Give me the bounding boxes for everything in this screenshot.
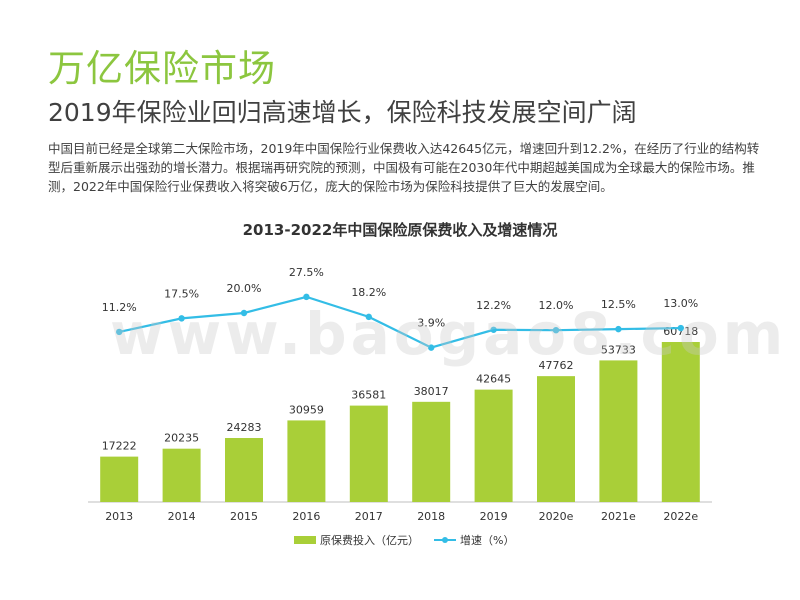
growth-line <box>118 295 681 349</box>
growth-value-label: 17.5% <box>164 287 199 300</box>
growth-point <box>615 325 622 333</box>
growth-value-label: 20.0% <box>227 282 262 295</box>
intro-paragraph: 中国目前已经是全球第二大保险市场，2019年中国保险行业保费收入达42645亿元… <box>48 141 760 194</box>
growth-point <box>178 315 185 322</box>
x-tick-label: 2018 <box>417 510 445 523</box>
bar <box>661 342 700 502</box>
x-tick-label: 2020e <box>539 510 574 523</box>
x-tick-label: 2015 <box>230 510 258 523</box>
growth-point <box>677 324 684 332</box>
bar <box>162 448 201 502</box>
bar <box>599 360 638 502</box>
bar <box>412 401 451 502</box>
x-tick-label: 2016 <box>292 510 320 523</box>
bar-value-label: 47762 <box>539 359 574 372</box>
bar <box>349 405 388 502</box>
growth-point <box>116 328 123 336</box>
growth-value-label: 11.2% <box>102 301 137 314</box>
x-tick-label: 2013 <box>105 510 133 523</box>
x-tick-label: 2017 <box>355 510 383 523</box>
x-tick-label: 2021e <box>601 510 636 523</box>
chart-title: 2013-2022年中国保险原保费收入及增速情况 <box>242 221 558 239</box>
bar-value-label: 38017 <box>414 385 449 398</box>
bar <box>100 456 139 502</box>
growth-value-label: 18.2% <box>351 286 386 299</box>
growth-point <box>428 344 435 351</box>
x-tick-label: 2022e <box>663 510 698 523</box>
growth-point <box>490 326 497 333</box>
x-tick-label: 2014 <box>168 510 196 523</box>
growth-value-label: 27.5% <box>289 266 324 279</box>
bar <box>287 420 326 502</box>
bar <box>537 376 575 502</box>
legend-line-label: 增速（%） <box>460 533 514 547</box>
legend-bar-label: 原保费投入（亿元） <box>320 533 419 547</box>
bar-value-label: 30959 <box>289 403 324 416</box>
growth-value-label: 3.9% <box>417 317 445 330</box>
growth-point <box>303 293 310 301</box>
watermark: www.baogao8.com <box>110 300 788 368</box>
growth-value-label: 12.0% <box>539 299 574 312</box>
growth-point <box>240 309 248 317</box>
legend-bar-swatch <box>294 536 316 544</box>
growth-value-label: 12.5% <box>601 298 636 311</box>
growth-value-label: 12.2% <box>476 299 511 312</box>
growth-value-label: 13.0% <box>663 297 698 310</box>
bar <box>225 438 263 502</box>
growth-point <box>552 327 560 334</box>
legend-line-marker <box>442 537 448 543</box>
x-tick-label: 2019 <box>480 510 508 523</box>
bar <box>474 389 513 502</box>
bar-value-label: 42645 <box>476 373 511 386</box>
bar-value-label: 17222 <box>102 440 137 453</box>
bar-value-label: 36581 <box>351 389 386 402</box>
bar-value-label: 24283 <box>227 421 262 434</box>
page-title: 万亿保险市场 <box>48 47 276 90</box>
bar-value-label: 20235 <box>164 432 199 445</box>
page-subtitle: 2019年保险业回归高速增长，保险科技发展空间广阔 <box>48 98 637 127</box>
growth-point <box>365 313 372 321</box>
bar-value-label: 53733 <box>601 343 636 356</box>
